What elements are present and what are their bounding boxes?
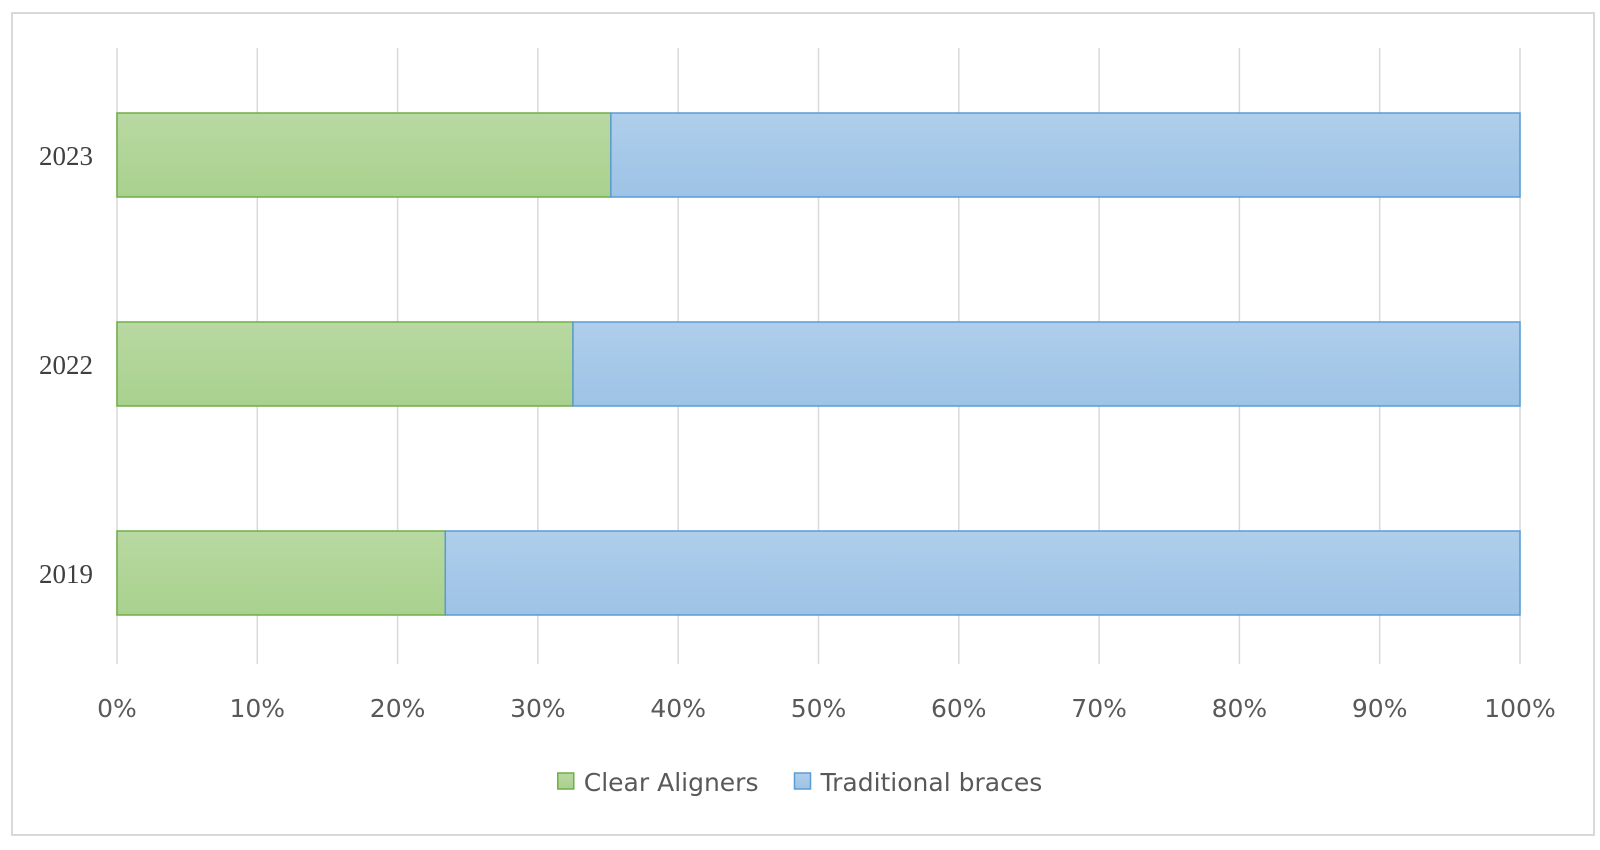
bar-traditional-braces-2019 xyxy=(444,530,1521,616)
category-label: 2022 xyxy=(39,350,93,380)
x-tick-label: 90% xyxy=(1352,694,1408,723)
x-tick-label: 50% xyxy=(791,694,847,723)
bar-clear-aligners-2023 xyxy=(116,112,612,198)
bar-traditional-braces-2022 xyxy=(572,321,1521,407)
bar-traditional-braces-2023 xyxy=(610,112,1521,198)
legend-label: Clear Aligners xyxy=(584,768,759,797)
x-tick-label: 100% xyxy=(1484,694,1555,723)
x-tick-label: 30% xyxy=(510,694,566,723)
x-tick-label: 60% xyxy=(931,694,987,723)
category-axis: 2023 2022 2019 xyxy=(39,141,93,589)
legend-swatch xyxy=(793,772,812,790)
x-tick-label: 0% xyxy=(97,694,137,723)
bars xyxy=(116,112,1521,616)
x-tick-label: 20% xyxy=(370,694,426,723)
bar-clear-aligners-2022 xyxy=(116,321,574,407)
x-tick-label: 40% xyxy=(650,694,706,723)
x-tick-label: 70% xyxy=(1071,694,1127,723)
bar-clear-aligners-2019 xyxy=(116,530,447,616)
legend: Clear Aligners Traditional braces xyxy=(557,768,1043,797)
category-label: 2019 xyxy=(39,559,93,589)
legend-swatch xyxy=(557,772,575,790)
category-label: 2023 xyxy=(39,141,93,171)
x-tick-label: 80% xyxy=(1212,694,1268,723)
x-tick-label: 10% xyxy=(230,694,286,723)
value-axis: 0% 10% 20% 30% 40% 50% 60% 70% 80% 90% 100% xyxy=(97,694,1556,723)
legend-label: Traditional braces xyxy=(820,768,1043,797)
